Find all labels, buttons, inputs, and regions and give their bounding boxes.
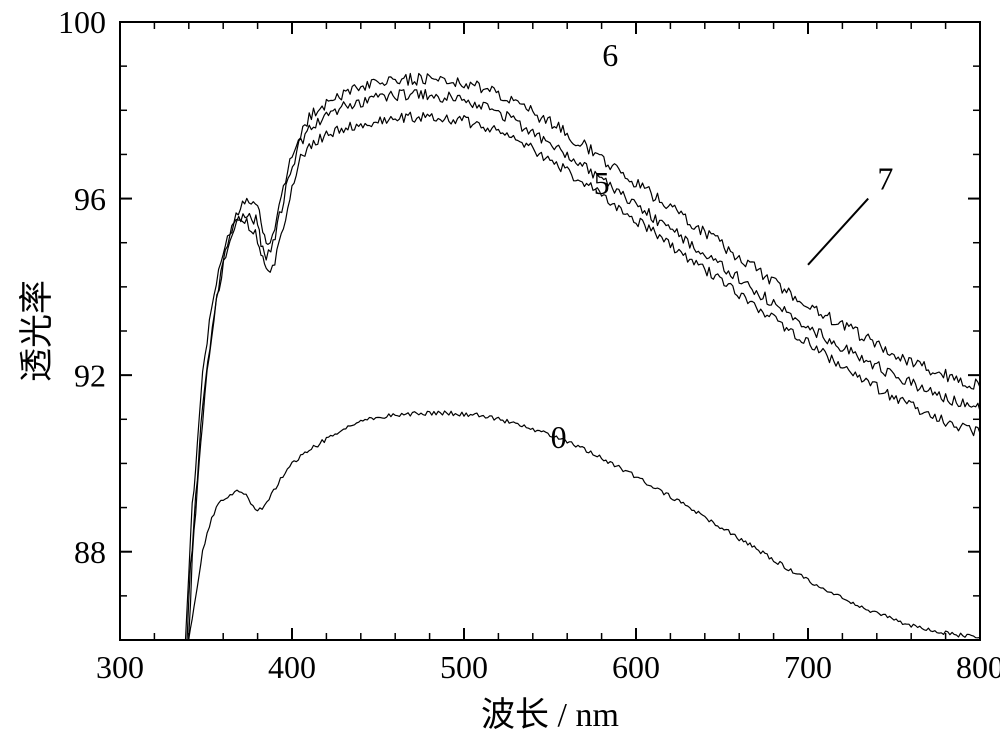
y-tick-label: 100: [58, 4, 106, 40]
x-tick-label: 800: [956, 649, 1000, 685]
series-label-7: 7: [877, 161, 893, 197]
y-tick-label: 92: [74, 357, 106, 393]
y-axis-label: 透光率: [18, 280, 56, 382]
transmittance-chart: 300 400 500 600 700 800 波长 / nm 88 92 96 100 透光率 6 7 5…: [0, 0, 1000, 738]
y-tick-label: 96: [74, 181, 106, 217]
x-tick-label: 400: [268, 649, 316, 685]
x-tick-label: 500: [440, 649, 488, 685]
series-label-5: 5: [594, 165, 610, 201]
chart-container: 300 400 500 600 700 800 波长 / nm 88 92 96 100 透光率 6 7 5…: [0, 0, 1000, 738]
x-tick-label: 300: [96, 649, 144, 685]
chart-background: [0, 0, 1000, 738]
series-label-6: 6: [602, 37, 618, 73]
x-axis-label: 波长 / nm: [481, 696, 619, 734]
x-tick-label: 600: [612, 649, 660, 685]
x-tick-label: 700: [784, 649, 832, 685]
series-label-0: 0: [551, 419, 567, 455]
y-tick-label: 88: [74, 534, 106, 570]
